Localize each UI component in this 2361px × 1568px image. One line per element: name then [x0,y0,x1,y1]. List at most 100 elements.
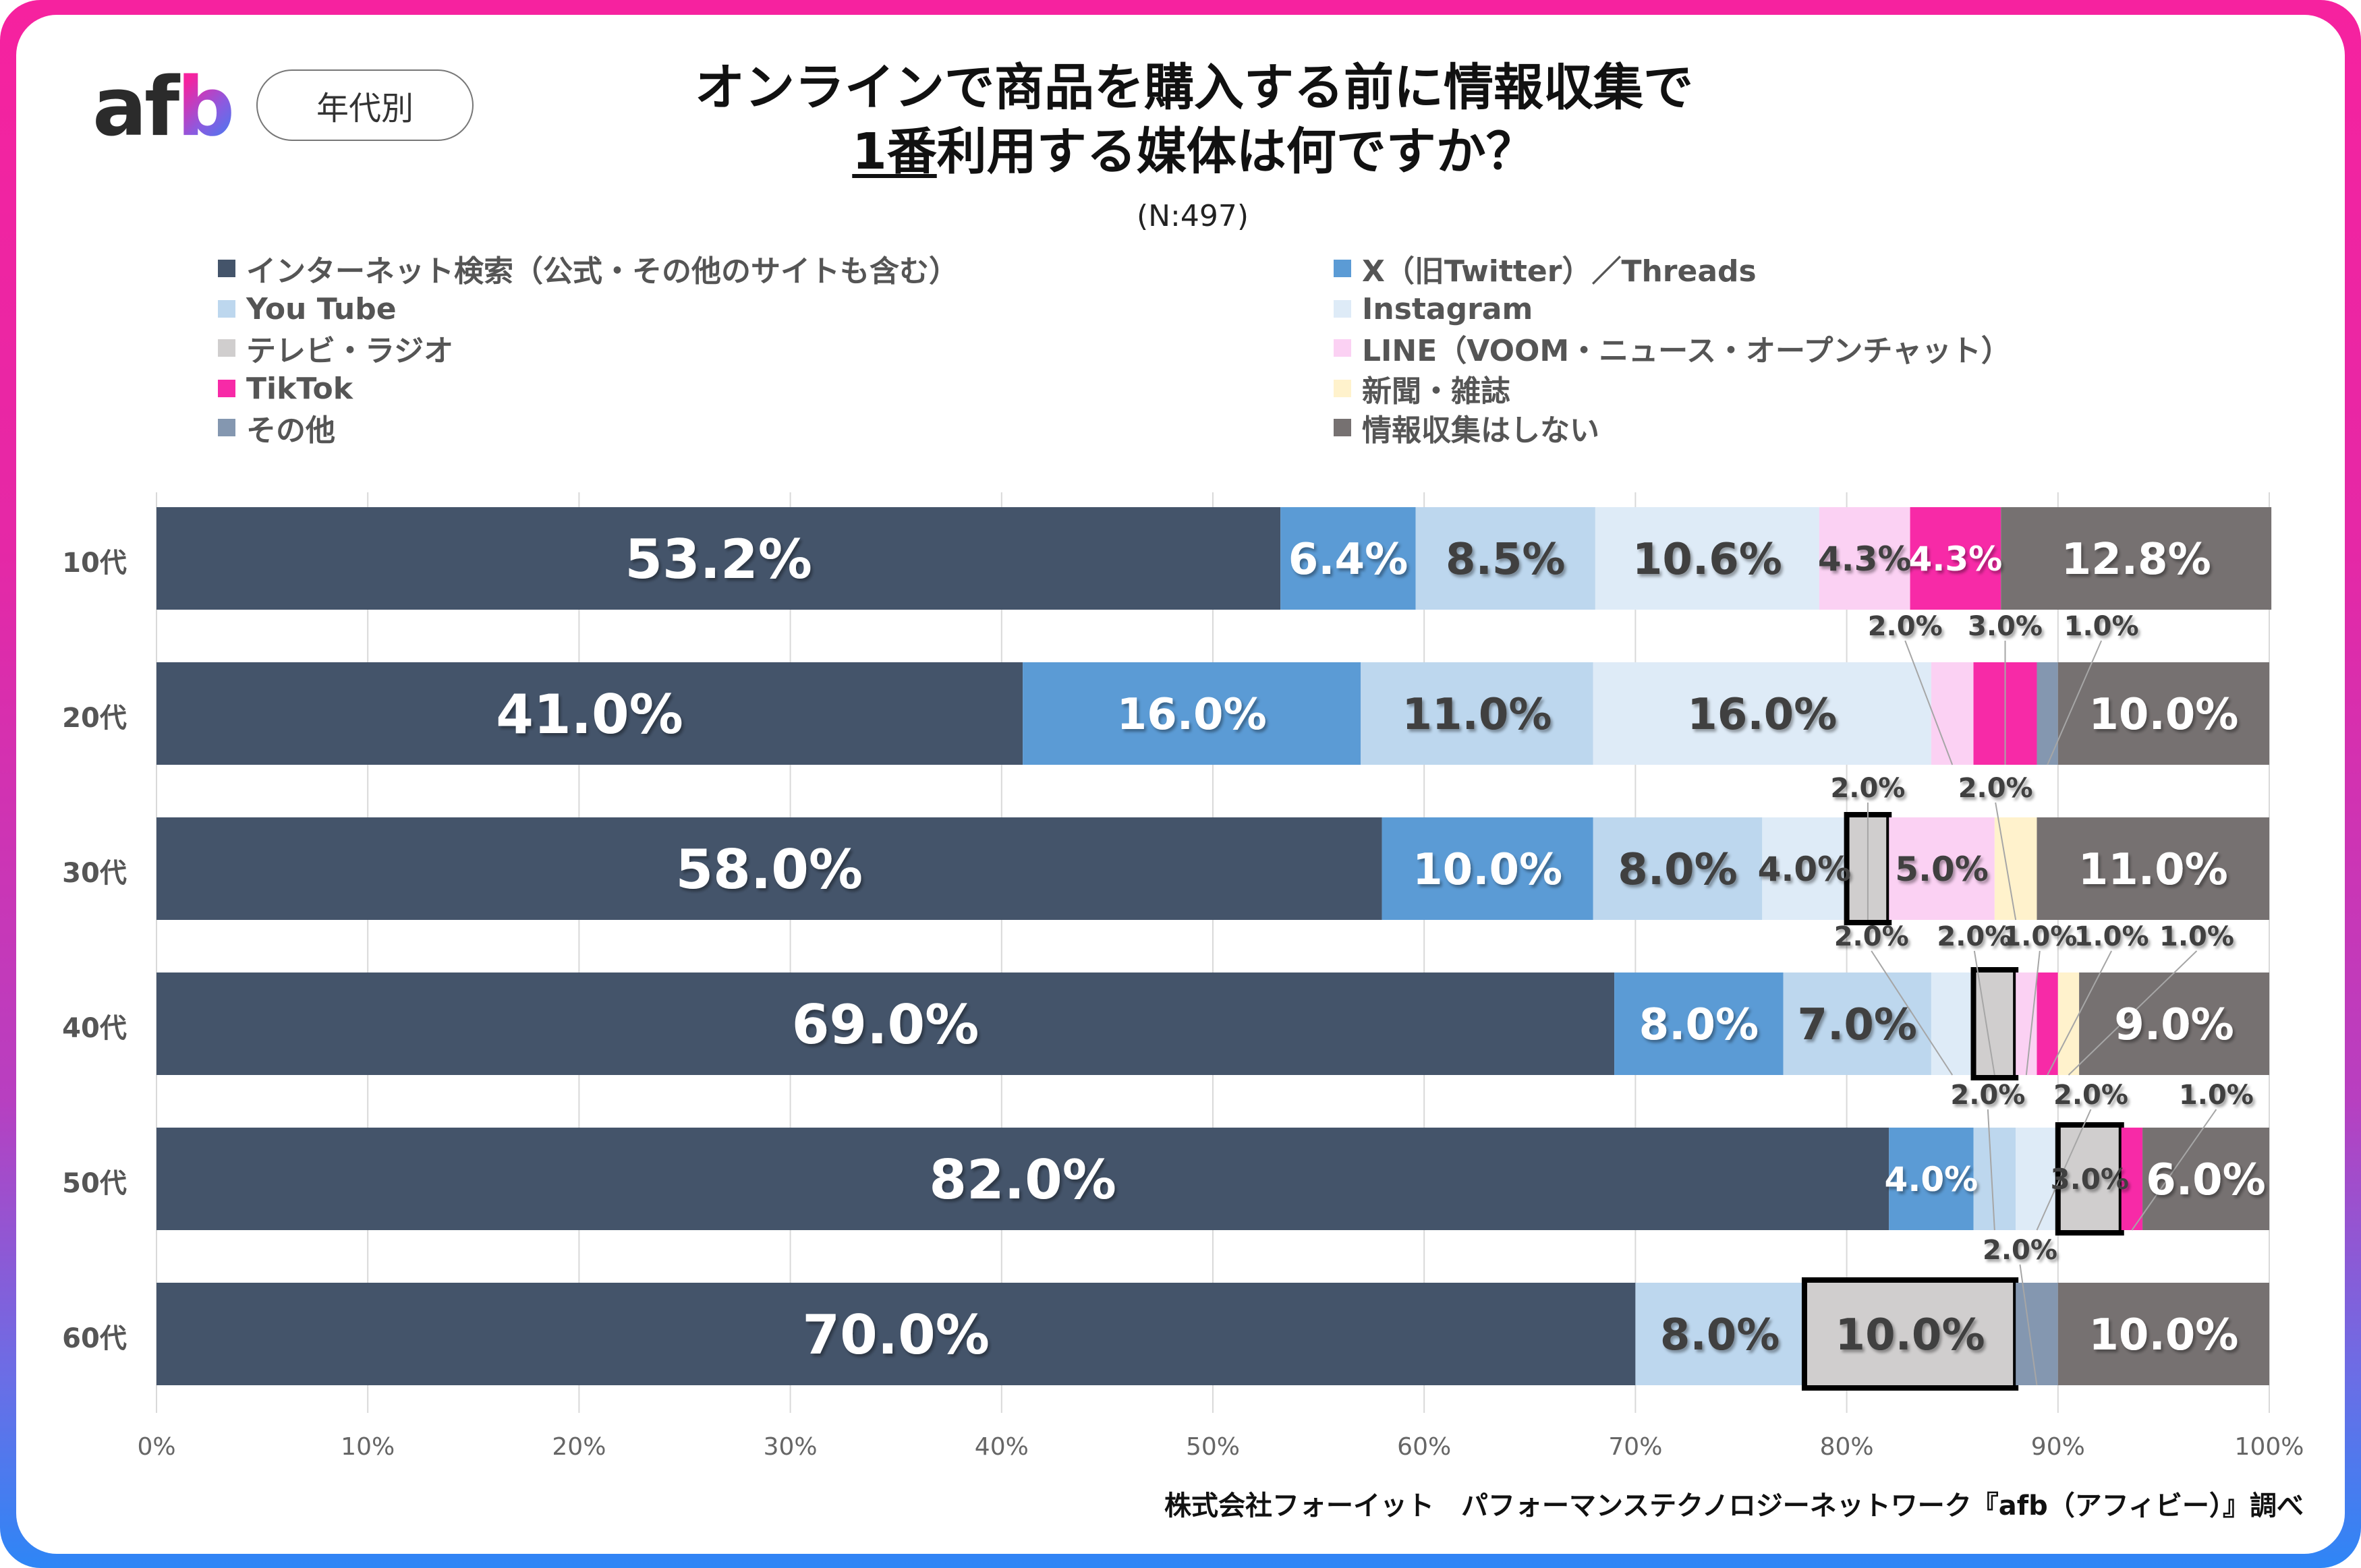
legend-swatch [1334,260,1351,277]
bar-segment [1931,662,1974,765]
logo-letter-a: a [92,61,147,154]
bar-segment [157,662,1023,765]
legend-item-other: その他 [218,409,335,448]
legend-label: You Tube [246,291,397,326]
leader-line [2047,950,2113,1076]
bar-segment [1415,507,1595,610]
data-label: 2.0% [1830,773,1905,804]
bar-segment [1382,817,1593,920]
x-tick-label: 40% [974,1433,1029,1461]
bar-segment [1973,1128,2016,1230]
category-label: 40代 [62,1013,127,1044]
data-label: 2.0% [1950,1080,2025,1111]
legend-swatch [218,339,235,357]
bar-segment [157,1283,1636,1385]
data-label: 8.0% [1660,1310,1780,1360]
bar-segment [2057,1283,2269,1385]
x-tick-label: 10% [341,1433,395,1461]
bar-segment [157,1128,1889,1230]
leader-line [1987,1109,1995,1231]
sample-size: (N:497) [1136,199,1249,233]
afb-logo: afb [92,67,235,148]
category-label: 60代 [62,1323,127,1354]
data-label: 1.0% [2064,611,2139,642]
legend-label: TikTok [246,371,353,406]
legend-label: インターネット検索（公式・その他のサイトも含む） [246,254,959,289]
bar-segment [1910,507,2001,610]
leader-line [1904,640,1954,765]
x-tick-label: 90% [2030,1433,2085,1461]
bar-segment [1593,817,1763,920]
legend-label: その他 [246,413,335,448]
category-label: 10代 [62,548,127,579]
data-label: 10.0% [1836,1310,1985,1360]
x-tick-label: 60% [1397,1433,1452,1461]
title-emphasis: 1番 [852,123,937,181]
leader-lines [1867,640,2217,1386]
bar-segment [2037,972,2058,1075]
data-label: 11.0% [2078,845,2228,895]
data-label: 2.0% [1937,921,2012,952]
gridlines [156,492,2270,1413]
legend-swatch [218,260,235,277]
source-credit: 株式会社フォーイット パフォーマンステクノロジーネットワーク『afb（アフィビー… [1164,1490,2304,1521]
bar-segment [2057,1128,2122,1230]
data-label: 2.0% [1983,1235,2057,1266]
x-tick-label: 100% [2234,1433,2304,1461]
legend-label: X（旧Twitter）／Threads [1362,254,1757,289]
category-label: 30代 [62,858,127,889]
bar-segment [2037,817,2269,920]
legend-item-instagram: Instagram [1334,290,1533,328]
data-labels: 53.2% 6.4% 8.5% 10.6% 4.3%4.3% 12.8% 41.0% 16.0… [496,528,2266,1366]
leader-line [1973,950,1995,1076]
bar-segment [157,817,1382,920]
title-rest: 利用する媒体は何ですか？ [936,123,1536,181]
legend-item-youtube: You Tube [218,290,397,328]
data-label: 12.8% [2061,535,2211,585]
bar-segment [1804,1283,2016,1385]
bar-segment [1361,662,1593,765]
bar-segment [2142,1128,2269,1230]
bar-segment [1280,507,1416,610]
bar-segment [2001,507,2272,610]
bar-segment [157,972,1615,1075]
data-label: 1.0% [2179,1080,2254,1111]
data-label: 6.4% [1288,535,1409,585]
data-label: 10.6% [1632,535,1782,585]
legend-swatch [218,300,235,318]
legend-label: Instagram [1362,291,1533,326]
leader-line [2019,1264,2038,1386]
legend-item-tiktok: TikTok [218,370,353,407]
data-label: 1.0% [2159,921,2234,952]
legend-item-x-threads: X（旧Twitter）／Threads [1334,250,1757,289]
bar-segment [1889,1128,1974,1230]
bar-segment [1595,507,1819,610]
bar-segment [1783,972,1931,1075]
data-label: 2.0% [1868,611,1943,642]
bar-segment [1614,972,1784,1075]
legend-label: 新聞・雑誌 [1362,374,1510,409]
legend-label: 情報収集はしない [1362,413,1599,448]
bar-segment [2016,1128,2058,1230]
data-label: 53.2% [625,528,812,591]
legend-swatch [1334,380,1351,397]
logo-letter-f: f [144,61,179,154]
data-label: 4.0% [1758,850,1852,889]
data-label: 7.0% [1798,1000,1918,1050]
data-label: 10.0% [1413,845,1562,895]
legend-swatch [1334,300,1351,318]
bar-segment [2057,662,2269,765]
data-label: 2.0% [2053,1080,2128,1111]
leader-line [2036,1109,2092,1231]
data-label: 41.0% [496,683,683,746]
data-label: 16.0% [1117,690,1267,740]
data-label: 4.3% [1818,540,1912,579]
x-tick-label: 0% [137,1433,176,1461]
category-label: 50代 [62,1168,127,1199]
bar-segment [1635,1283,1804,1385]
legend-swatch [218,419,235,436]
data-label: 11.0% [1402,690,1552,740]
data-label: 3.0% [2051,1163,2129,1196]
legend-label: テレビ・ラジオ [246,334,454,368]
